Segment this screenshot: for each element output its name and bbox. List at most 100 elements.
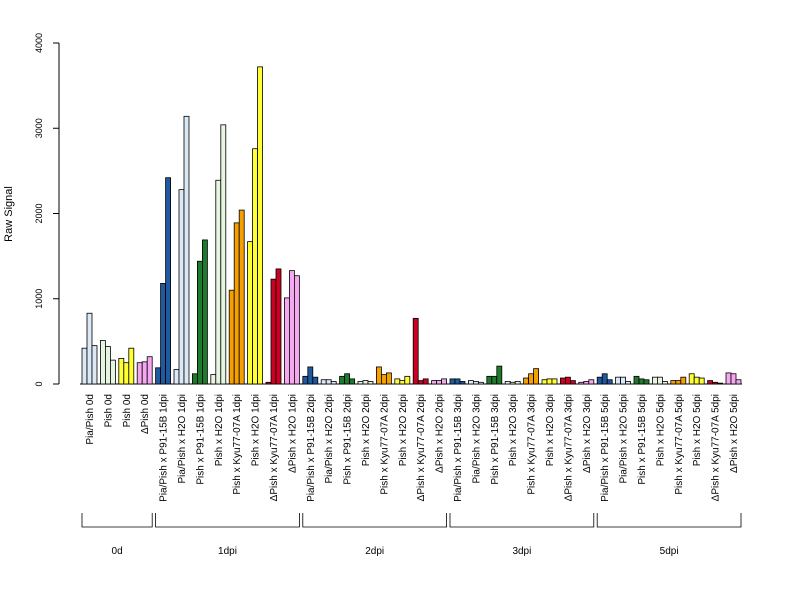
x-tick-label: Pish x H2O 3dpi [545, 394, 556, 466]
bar [357, 381, 364, 385]
bar [417, 380, 424, 385]
bar [688, 373, 695, 385]
bar [652, 376, 658, 385]
bar [496, 365, 503, 385]
bar [693, 376, 700, 385]
bars-layer [81, 66, 742, 385]
bar [183, 115, 190, 385]
bar [546, 378, 553, 385]
bar [730, 373, 737, 385]
bar [662, 381, 668, 385]
group-label: 3dpi [512, 546, 531, 557]
bar [583, 381, 590, 385]
bar [210, 374, 217, 385]
bar [349, 378, 356, 385]
x-tick-label: ΔPish x H2O 2dpi [435, 394, 446, 473]
x-tick-label: ΔPish x Kyu77-07A 3dpi [563, 394, 574, 501]
bar [717, 382, 723, 385]
y-tick-label: 2000 [34, 203, 44, 223]
bar [265, 381, 272, 385]
x-tick-label: Pish x Kyu77-07A 2dpi [379, 394, 390, 495]
bar [339, 375, 346, 385]
bar [330, 381, 337, 385]
bar [178, 189, 185, 385]
bar [588, 379, 595, 385]
x-tick-label: Pish x H2O 3dpi [508, 394, 519, 466]
bar [523, 377, 529, 385]
x-tick-label: ΔPish x Kyu77-07A 2dpi [416, 394, 427, 501]
x-tick-label: ΔPish x H2O 3dpi [582, 394, 593, 473]
bar [394, 378, 401, 385]
x-tick-label: ΔPish x H2O 1dpi [287, 394, 298, 473]
bar [657, 376, 663, 385]
x-tick-label: Pish x P91-15B 5dpi [637, 394, 648, 485]
bar [680, 376, 687, 385]
bar [491, 375, 498, 385]
x-tick-label: Pia/Pish x P91-15B 5dpi [600, 394, 611, 502]
bar [228, 289, 235, 385]
x-tick-label: Pia/Pish 0d [85, 394, 96, 445]
bar [615, 376, 621, 385]
bar [160, 283, 167, 385]
bar [459, 381, 466, 385]
bar [570, 380, 576, 385]
bar [105, 346, 111, 385]
x-tick-label: Pish 0d [103, 394, 114, 427]
bar [620, 376, 626, 385]
bar [422, 378, 429, 385]
bar [436, 380, 443, 385]
x-tick-label: Pia/Pish x H2O 1dpi [177, 394, 188, 484]
bar [81, 347, 88, 385]
x-tick-label: Pia/Pish x P91-15B 3dpi [453, 394, 464, 502]
group-bracket [596, 513, 742, 528]
bar [257, 66, 264, 385]
bar [118, 358, 125, 385]
x-tick-label: Pia/Pish x P91-15B 1dpi [159, 394, 170, 502]
bar [191, 373, 198, 385]
bar [601, 373, 608, 385]
bar [320, 379, 327, 385]
bar [707, 380, 713, 385]
bar [675, 380, 682, 385]
group-bracket [449, 513, 595, 528]
bar [367, 381, 374, 385]
bar [528, 373, 534, 385]
bar [551, 378, 558, 385]
bar [399, 380, 406, 385]
bar [670, 380, 677, 385]
x-tick-label: ΔPish x H2O 5dpi [729, 394, 740, 473]
bar [252, 148, 259, 385]
bar [454, 378, 461, 385]
y-tick-label: 0 [34, 381, 44, 386]
bar [238, 209, 245, 385]
y-axis-label: Raw Signal [3, 186, 15, 242]
bar [375, 366, 382, 385]
bar [504, 381, 511, 385]
x-tick-label: Pish x H2O 5dpi [655, 394, 666, 466]
bar [247, 241, 254, 385]
group-bracket [81, 513, 153, 528]
bar [596, 376, 603, 385]
bar [625, 381, 631, 385]
bar [560, 377, 566, 385]
x-tick-label: ΔPish x Kyu77-07A 5dpi [711, 394, 722, 501]
group-label: 2dpi [365, 546, 384, 557]
x-tick-label: ΔPish 0d [140, 394, 151, 434]
y-tick-label: 4000 [34, 33, 44, 53]
bar [404, 375, 411, 385]
bar [91, 345, 98, 385]
y-axis: 0 1000 2000 3000 4000 [34, 33, 60, 387]
bar [449, 378, 456, 385]
bar [362, 380, 369, 385]
bar [509, 381, 516, 385]
x-tick-label: Pish x Kyu77-07A 1dpi [232, 394, 243, 495]
bar [712, 381, 718, 385]
group-bracket [155, 513, 300, 528]
x-tick-label: Pish x P91-15B 1dpi [195, 394, 206, 485]
bar [196, 260, 203, 385]
x-tick-label: Pish x H2O 2dpi [361, 394, 372, 466]
bar [146, 356, 153, 385]
bar [431, 380, 438, 385]
x-tick-label: Pia/Pish x H2O 3dpi [471, 394, 482, 484]
